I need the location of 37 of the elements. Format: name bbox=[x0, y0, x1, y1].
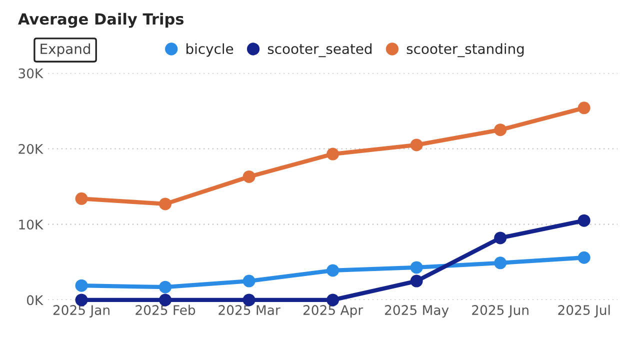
point bbox=[494, 256, 507, 270]
x-tick-label: 2025 May bbox=[385, 305, 449, 318]
y-tick-label: 30K bbox=[18, 68, 44, 78]
point bbox=[410, 138, 423, 152]
point bbox=[242, 274, 256, 288]
x-tick-label: 2025 Mar bbox=[218, 305, 280, 316]
y-tick-label: 20K bbox=[18, 144, 44, 154]
x-tick-label: 2025 Jan bbox=[53, 305, 110, 318]
point bbox=[75, 192, 88, 205]
y-tick-label: 0K bbox=[26, 295, 44, 306]
legend-label: bicycle bbox=[186, 43, 234, 57]
x-tick-label: 2025 Jul bbox=[558, 304, 610, 318]
legend-label: scooter_seated bbox=[268, 43, 372, 58]
point bbox=[242, 294, 256, 306]
point bbox=[326, 148, 340, 160]
point bbox=[410, 274, 423, 288]
point bbox=[159, 280, 172, 294]
y-tick-label: 10K bbox=[19, 220, 44, 230]
point bbox=[242, 170, 256, 183]
point bbox=[494, 124, 507, 136]
point bbox=[494, 232, 507, 244]
x-tick-label: 2025 Feb bbox=[136, 304, 196, 316]
point bbox=[75, 279, 88, 292]
point bbox=[159, 294, 172, 306]
point bbox=[578, 251, 590, 264]
point bbox=[578, 102, 590, 114]
chart-title: Average Daily Trips bbox=[18, 12, 184, 28]
text: Expand bbox=[40, 43, 90, 57]
point bbox=[326, 294, 340, 306]
x-tick-label: 2025 Apr bbox=[303, 305, 364, 318]
point bbox=[578, 214, 590, 227]
legend-label: scooter_standing bbox=[406, 43, 524, 58]
point bbox=[75, 294, 88, 306]
point bbox=[326, 264, 340, 277]
point bbox=[159, 198, 172, 210]
x-tick-label: 2025 Jun bbox=[472, 305, 528, 318]
point bbox=[410, 261, 423, 274]
